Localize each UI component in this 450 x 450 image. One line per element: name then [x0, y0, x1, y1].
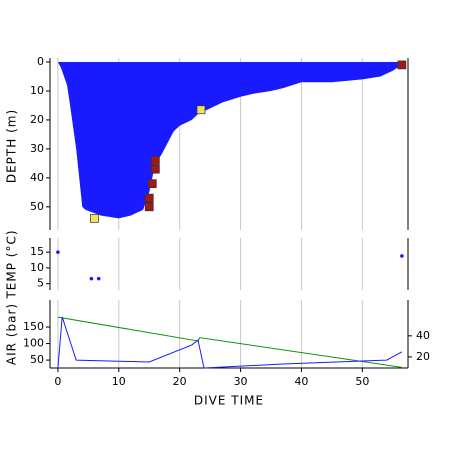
y-tick-label: 0 [37, 55, 44, 68]
y-tick-label: 10 [30, 261, 44, 274]
y-tick-label: 40 [30, 171, 44, 184]
event-marker [150, 164, 160, 174]
x-tick-label: 40 [294, 375, 308, 388]
y2-tick-label: 40 [416, 329, 430, 342]
y-tick-label: 50 [30, 353, 44, 366]
y-tick-label: 100 [23, 337, 44, 350]
x-tick-label: 0 [54, 375, 61, 388]
y-tick-label: 20 [30, 113, 44, 126]
event-marker [196, 105, 206, 115]
air-line [57, 316, 403, 369]
air-line [57, 316, 402, 368]
y-tick-label: 30 [30, 142, 44, 155]
event-marker [90, 214, 99, 223]
temp-point [96, 276, 101, 281]
y-tick-label: 50 [30, 200, 44, 213]
x-tick-label: 20 [173, 375, 187, 388]
event-marker [144, 193, 154, 203]
x-tick-label: 50 [355, 375, 369, 388]
y2-tick-label: 20 [416, 350, 430, 363]
y-tick-label: 10 [30, 84, 44, 97]
x-tick-label: 30 [234, 375, 248, 388]
x-axis-label: DIVE TIME [194, 394, 264, 408]
y-axis-label: AIR (bar) [5, 303, 19, 365]
y-tick-label: 150 [23, 320, 44, 333]
temp-point [56, 250, 60, 254]
temp-point [89, 276, 94, 281]
event-marker [144, 202, 154, 212]
x-tick-label: 10 [112, 375, 126, 388]
y-axis-label: DEPTH (m) [5, 109, 19, 183]
temp-point [400, 254, 404, 258]
y-axis-label: TEMP (°C) [5, 229, 19, 299]
depth-area [57, 62, 405, 219]
event-marker [147, 179, 157, 189]
event-marker [397, 60, 407, 70]
y-tick-label: 15 [30, 245, 44, 258]
event-marker [150, 156, 160, 165]
y-tick-label: 5 [37, 277, 44, 290]
